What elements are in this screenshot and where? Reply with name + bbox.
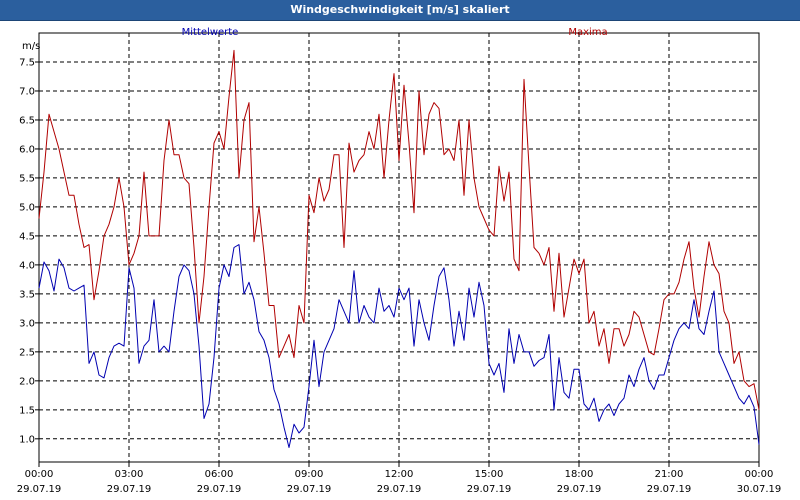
y-tick-label: 6.0 bbox=[19, 144, 35, 155]
legend-maxima: Maxima bbox=[568, 27, 607, 38]
series-lines bbox=[38, 49, 760, 448]
chart-grid bbox=[39, 33, 759, 462]
x-tick-time: 09:00 bbox=[295, 469, 324, 480]
series-line-maxima bbox=[38, 49, 760, 410]
y-tick-label: 6.5 bbox=[19, 115, 35, 126]
x-tick-date: 29.07.19 bbox=[377, 484, 422, 495]
x-tick-date: 29.07.19 bbox=[197, 484, 242, 495]
x-tick-time: 18:00 bbox=[565, 469, 594, 480]
y-tick-label: 5.0 bbox=[19, 202, 35, 213]
y-tick-label: 1.0 bbox=[19, 434, 35, 445]
x-tick-date: 30.07.19 bbox=[737, 484, 782, 495]
wind-speed-chart: 1.0 1.5 2.0 2.5 3.0 3.5 4.0 4.5 5.0 5.5 6.0 6.5 7.0 7… bbox=[17, 27, 782, 495]
x-tick-date: 29.07.19 bbox=[17, 484, 62, 495]
y-tick-label: 7.5 bbox=[19, 57, 35, 68]
x-tick-time: 03:00 bbox=[115, 469, 144, 480]
x-tick-date: 29.07.19 bbox=[557, 484, 602, 495]
x-tick-time: 00:00 bbox=[745, 469, 774, 480]
y-axis-ticks: 1.0 1.5 2.0 2.5 3.0 3.5 4.0 4.5 5.0 5.5 6.0 6.5 7.0 7… bbox=[19, 57, 39, 445]
y-tick-label: 3.0 bbox=[19, 318, 35, 329]
y-tick-label: 2.5 bbox=[19, 347, 35, 358]
window-title: Windgeschwindigkeit [m/s] skaliert bbox=[290, 3, 510, 16]
legend-mittelwerte: Mittelwerte bbox=[182, 27, 239, 38]
x-tick-time: 00:00 bbox=[25, 469, 54, 480]
y-tick-label: 7.0 bbox=[19, 86, 35, 97]
y-tick-label: 3.5 bbox=[19, 289, 35, 300]
y-tick-label: 2.0 bbox=[19, 376, 35, 387]
x-tick-time: 12:00 bbox=[385, 469, 414, 480]
window-title-bar: Windgeschwindigkeit [m/s] skaliert bbox=[0, 0, 800, 21]
x-tick-time: 15:00 bbox=[475, 469, 504, 480]
x-tick-time: 21:00 bbox=[655, 469, 684, 480]
x-tick-date: 29.07.19 bbox=[647, 484, 692, 495]
x-tick-date: 29.07.19 bbox=[107, 484, 152, 495]
x-tick-time: 06:00 bbox=[205, 469, 234, 480]
y-tick-label: 4.5 bbox=[19, 231, 35, 242]
y-tick-label: 5.5 bbox=[19, 173, 35, 184]
y-tick-label: 1.5 bbox=[19, 405, 35, 416]
x-tick-date: 29.07.19 bbox=[287, 484, 332, 495]
x-axis-ticks: 00:00 29.07.19 03:00 29.07.19 06:00 29.07.19 0… bbox=[17, 462, 782, 495]
y-axis-label: m/s bbox=[22, 41, 40, 52]
x-tick-date: 29.07.19 bbox=[467, 484, 512, 495]
y-tick-label: 4.0 bbox=[19, 260, 35, 271]
series-line-mittelwerte bbox=[38, 244, 760, 448]
